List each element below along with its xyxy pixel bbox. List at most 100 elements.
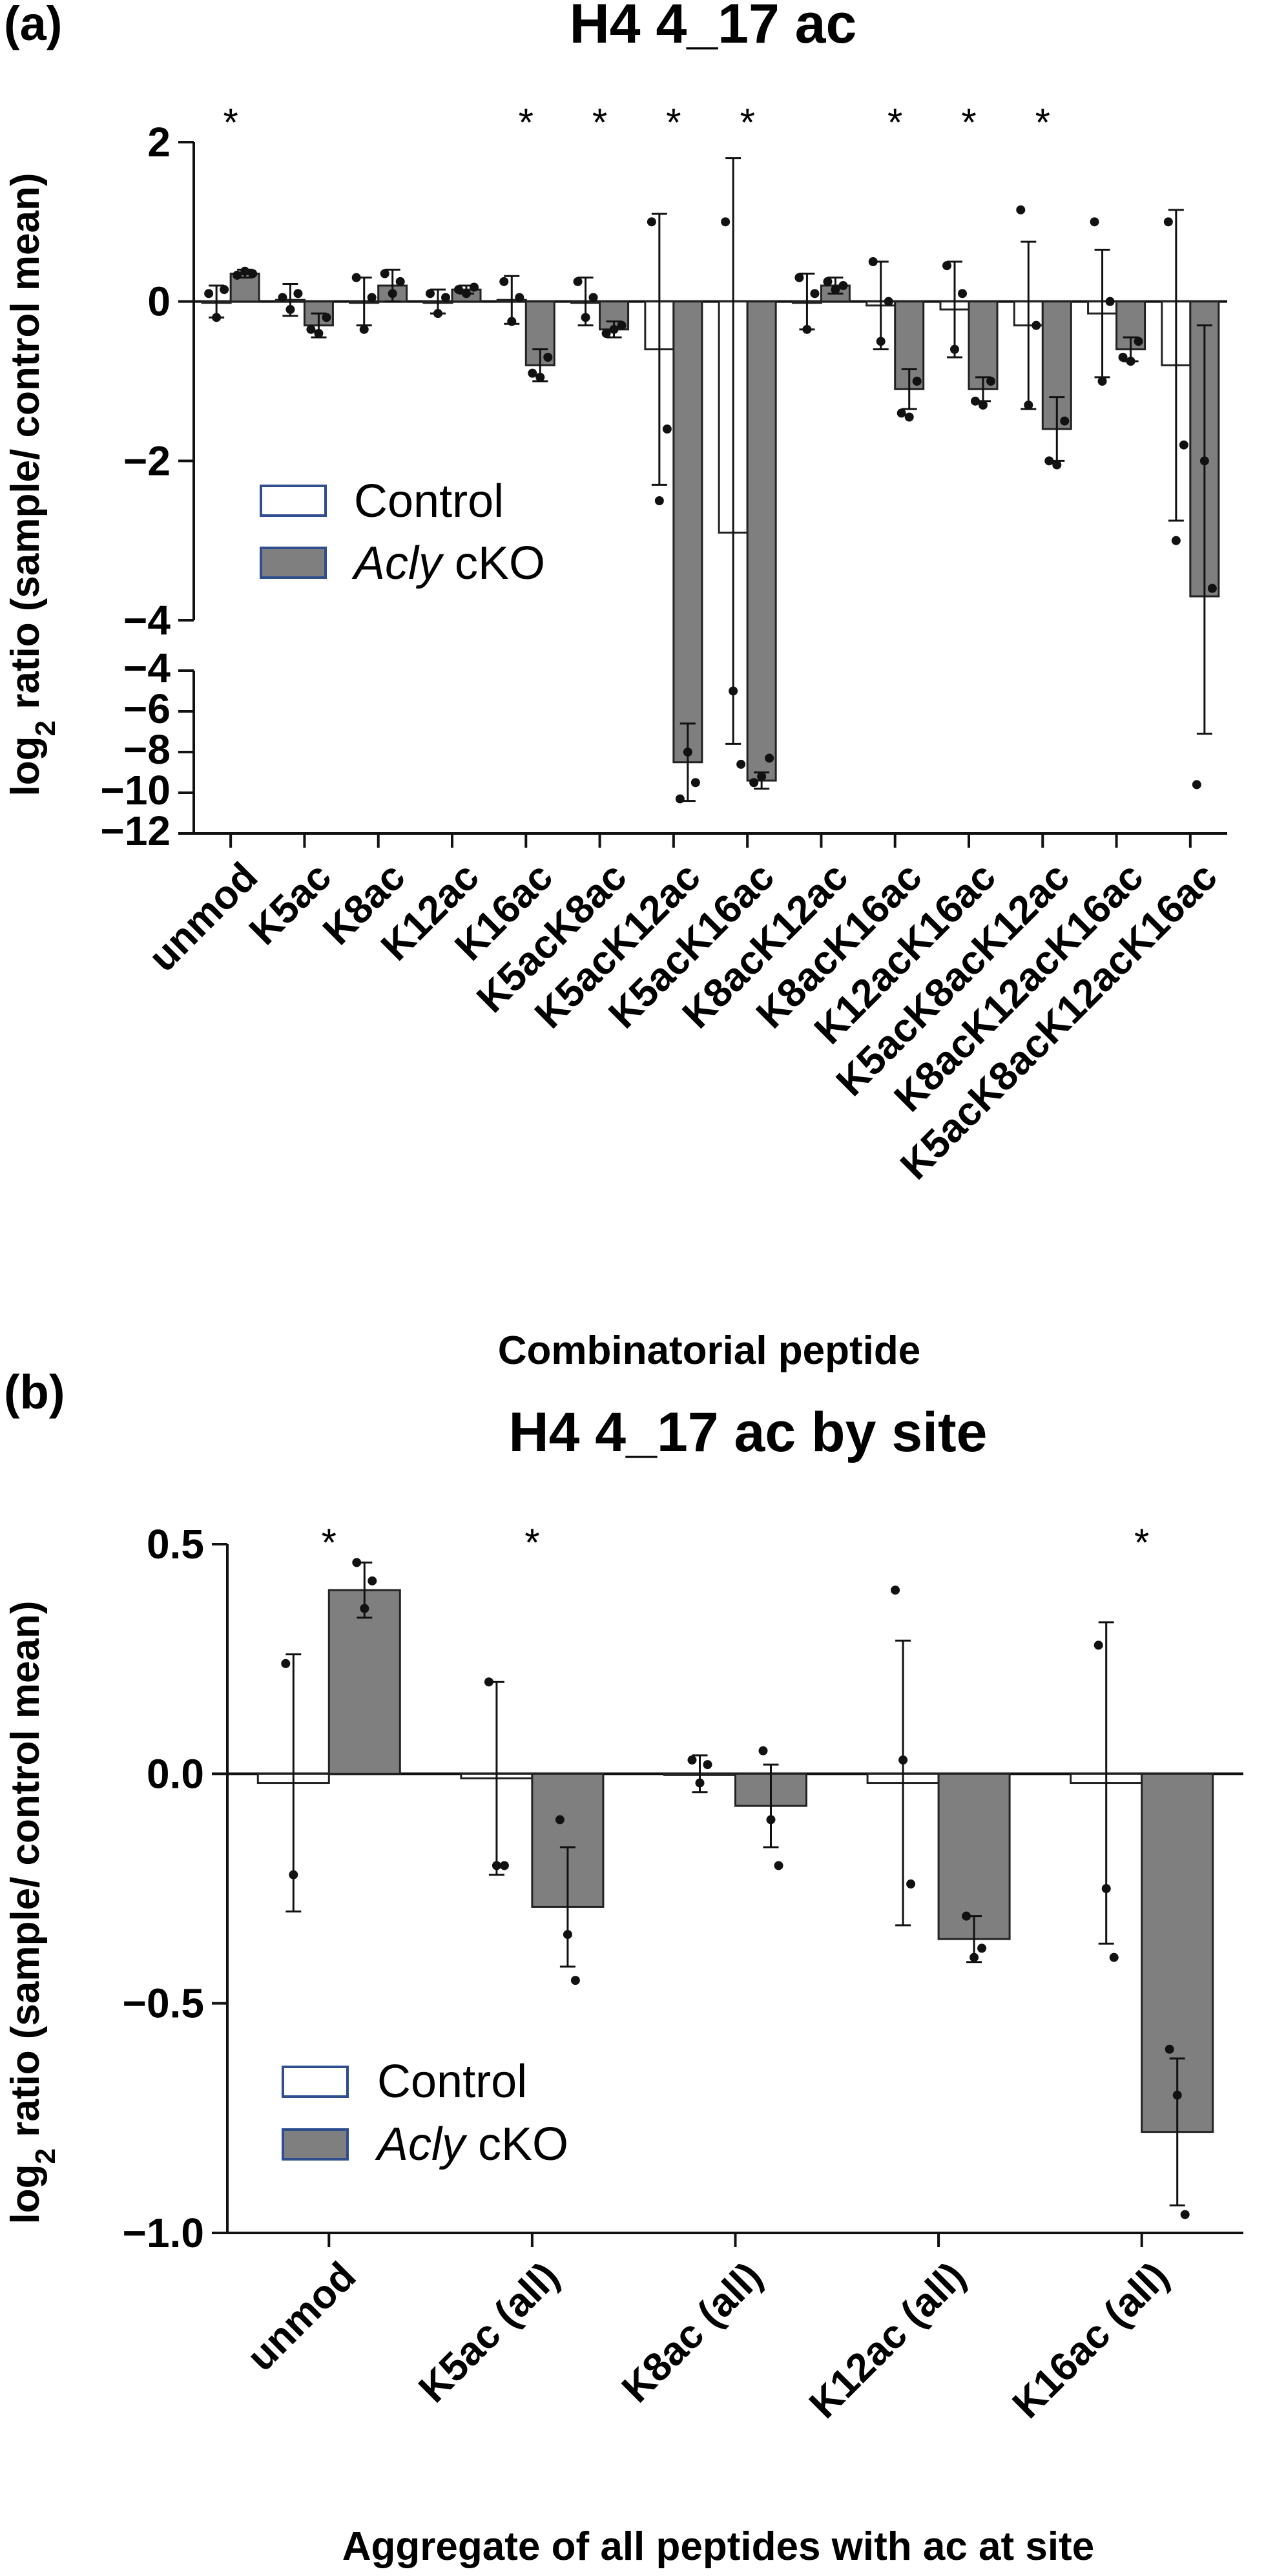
data-point bbox=[766, 1815, 776, 1825]
y-tick-label: −1.0 bbox=[123, 2210, 204, 2256]
data-point bbox=[1097, 377, 1107, 386]
category-label: K5ac (all) bbox=[410, 2254, 568, 2411]
data-point bbox=[351, 273, 361, 282]
y-axis-title-rest: ratio (sample/ control mean) bbox=[3, 173, 48, 721]
data-point bbox=[891, 1586, 900, 1595]
significance-star: * bbox=[1035, 101, 1050, 144]
data-point bbox=[322, 313, 331, 322]
significance-star: * bbox=[961, 101, 976, 144]
data-point bbox=[454, 285, 463, 295]
data-point bbox=[1052, 460, 1062, 470]
data-point bbox=[675, 794, 685, 804]
data-point bbox=[810, 289, 820, 298]
data-point bbox=[204, 289, 214, 298]
y-tick-label: −4 bbox=[123, 597, 171, 644]
chart-a-title: H4 4_17 ac bbox=[570, 0, 857, 55]
y-axis-title-text: log2 ratio (sample/ control mean) bbox=[3, 1601, 61, 2225]
data-point bbox=[794, 273, 804, 282]
data-point bbox=[758, 1746, 768, 1755]
data-point bbox=[986, 377, 995, 386]
legend-a-control-label: Control bbox=[354, 476, 504, 527]
data-point bbox=[1109, 1953, 1119, 1962]
data-point bbox=[977, 1943, 987, 1953]
data-point bbox=[1090, 217, 1099, 227]
data-point bbox=[897, 408, 906, 418]
y-axis-title-base: 2 bbox=[30, 2148, 61, 2164]
data-point bbox=[601, 329, 611, 338]
category-label: K8ac (all) bbox=[614, 2254, 771, 2411]
data-point bbox=[570, 1976, 580, 1985]
data-point bbox=[306, 324, 316, 334]
y-tick-label: −0.5 bbox=[123, 1980, 204, 2027]
data-point bbox=[1044, 456, 1054, 466]
y-axis-title-text: log2 ratio (sample/ control mean) bbox=[3, 173, 61, 797]
data-point bbox=[1024, 401, 1033, 410]
data-point bbox=[868, 257, 878, 266]
significance-star: * bbox=[592, 101, 607, 144]
data-point bbox=[395, 277, 405, 286]
y-tick-label: 2 bbox=[147, 119, 171, 165]
significance-star: * bbox=[1134, 1521, 1149, 1564]
data-point bbox=[1016, 205, 1026, 215]
data-point bbox=[470, 282, 479, 292]
y-axis-title-log: log bbox=[3, 2164, 48, 2225]
bar-ko bbox=[672, 300, 703, 764]
legend-b-ko-gene: Acly bbox=[375, 2119, 468, 2170]
data-point bbox=[765, 753, 774, 763]
category-label: K5ac bbox=[241, 854, 340, 954]
category-label: K16ac (all) bbox=[1004, 2254, 1177, 2427]
data-point bbox=[683, 748, 692, 757]
data-point bbox=[876, 337, 886, 346]
y-tick-label: −10 bbox=[100, 767, 171, 813]
data-point bbox=[1192, 780, 1201, 790]
data-point bbox=[687, 1755, 697, 1765]
y-tick-label: 0.5 bbox=[147, 1521, 204, 1567]
data-point bbox=[958, 289, 967, 298]
data-point bbox=[617, 320, 627, 330]
data-point bbox=[1126, 357, 1135, 366]
data-point bbox=[1031, 320, 1041, 330]
category-label: K12ac (all) bbox=[801, 2254, 974, 2427]
data-point bbox=[838, 281, 848, 290]
legend-b-control-label: Control bbox=[377, 2056, 527, 2108]
panel-b: (b) H4 4_17 ac by site log2 ratio (sampl… bbox=[3, 1365, 1243, 2569]
data-point bbox=[515, 293, 524, 302]
data-point bbox=[588, 293, 598, 302]
data-point bbox=[1180, 2210, 1190, 2219]
data-point bbox=[543, 353, 553, 362]
data-point bbox=[1207, 583, 1217, 593]
panel-a-label: (a) bbox=[4, 0, 62, 50]
data-point bbox=[388, 289, 397, 298]
data-point bbox=[729, 686, 738, 696]
data-point bbox=[441, 293, 450, 302]
data-point bbox=[492, 1861, 501, 1870]
data-point bbox=[647, 217, 656, 227]
data-point bbox=[555, 1815, 565, 1825]
chart-b-x-axis-title: Aggregate of all peptides with ac at sit… bbox=[342, 2524, 1094, 2569]
legend-a-ko-swatch bbox=[260, 547, 327, 579]
data-point bbox=[912, 377, 922, 386]
data-point bbox=[736, 759, 746, 769]
data-point bbox=[433, 309, 442, 319]
panel-b-label: (b) bbox=[4, 1365, 65, 1419]
chart-b-category-labels: unmod K5ac (all) K8ac (all) K12ac (all) K16a… bbox=[238, 2254, 1177, 2427]
y-axis-title-base: 2 bbox=[30, 720, 61, 736]
data-point bbox=[906, 1879, 916, 1889]
data-point bbox=[695, 1778, 705, 1788]
data-point bbox=[1199, 456, 1209, 466]
data-point bbox=[368, 1576, 377, 1586]
data-point bbox=[979, 401, 988, 410]
data-point bbox=[721, 217, 731, 227]
bar-ko bbox=[968, 300, 999, 390]
chart-a-x-axis-title: Combinatorial peptide bbox=[498, 1328, 920, 1373]
data-point bbox=[289, 1870, 298, 1880]
data-point bbox=[831, 285, 840, 295]
chart-b-bars bbox=[256, 1558, 1214, 2247]
data-point bbox=[950, 344, 959, 354]
legend-b-ko-suffix: cKO bbox=[465, 2119, 568, 2170]
data-point bbox=[1094, 1640, 1103, 1650]
significance-star: * bbox=[519, 101, 534, 144]
chart-a-axes bbox=[192, 142, 1227, 835]
data-point bbox=[898, 1755, 908, 1765]
data-point bbox=[823, 277, 833, 286]
